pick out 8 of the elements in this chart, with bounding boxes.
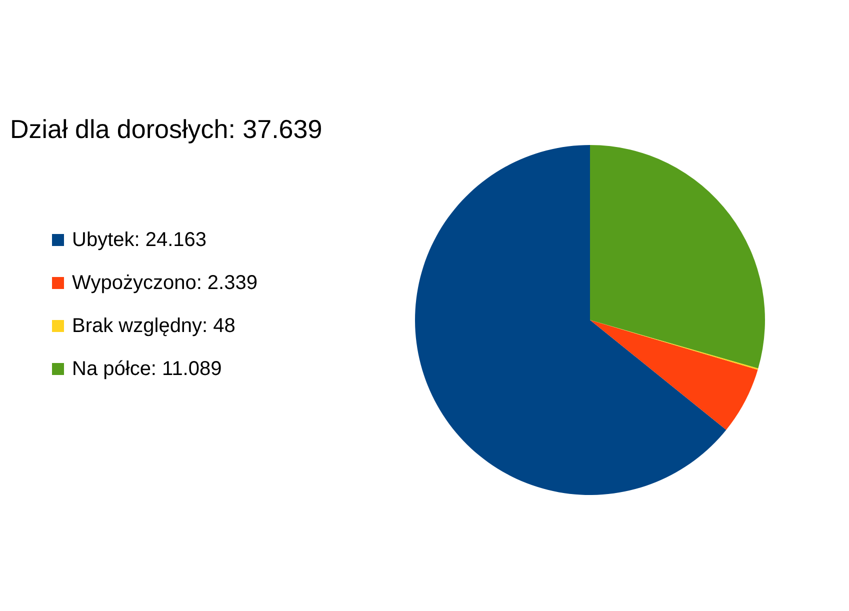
legend-label: Brak względny: 48 [72,315,236,337]
legend-label: Na półce: 11.089 [72,358,222,380]
chart-title: Dział dla dorosłych: 37.639 [10,114,322,144]
pie-slice [590,145,765,368]
legend-label: Ubytek: 24.163 [72,229,207,251]
legend-label: Wypożyczono: 2.339 [72,272,258,294]
pie-slice [590,320,758,430]
pie-slice [415,145,726,495]
